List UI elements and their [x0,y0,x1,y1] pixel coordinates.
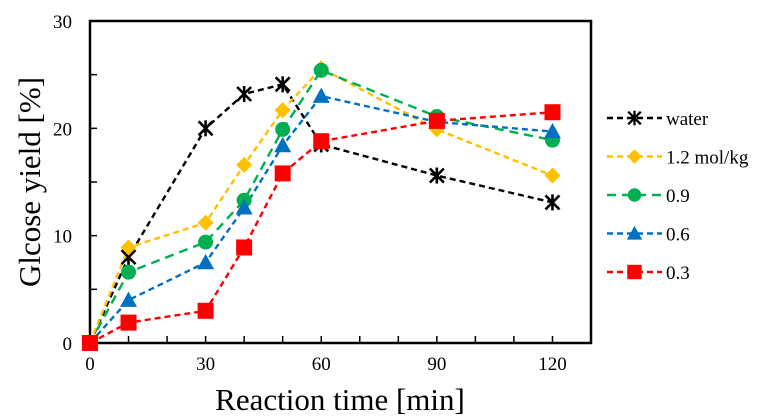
series-layer [88,66,553,345]
data-point [544,104,561,121]
data-point [544,194,561,211]
data-point [197,120,214,137]
data-point [274,165,291,182]
legend-label: 0.3 [666,263,690,284]
data-point [82,335,98,351]
data-point [274,76,291,93]
legend-item: 0.3 [607,263,690,284]
y-tick-label: 0 [63,334,73,355]
markers-layer [81,60,561,351]
series-line-3 [89,94,553,344]
series-line-0 [88,82,553,344]
data-point [428,112,445,129]
x-tick-label: 30 [196,354,215,375]
data-point [120,239,137,256]
legend-label: water [666,109,709,130]
data-point [120,314,137,331]
data-point [275,121,291,137]
series-markers-2 [82,62,560,351]
x-tick-label: 120 [538,354,567,375]
legend-item: 1.2 mol/kg [607,148,749,169]
y-tick-label: 10 [53,227,72,248]
x-tick-label: 0 [85,354,95,375]
legend-label: 1.2 mol/kg [666,148,749,169]
data-point [543,123,561,139]
data-point [236,239,253,256]
legend-item: 0.9 [607,186,690,207]
x-axis-title: Reaction time [min] [215,382,465,417]
series-line-2 [88,68,553,344]
data-point [197,302,214,319]
data-point [235,199,253,215]
data-point [121,264,137,280]
data-point [544,167,561,184]
data-point [313,133,330,150]
legend-marker [627,149,642,164]
legend-label: 0.9 [666,186,690,207]
x-tick-label: 60 [312,354,331,375]
data-point [313,62,329,78]
data-point [198,234,214,250]
y-tick-label: 30 [53,12,72,33]
y-axis-title: Glcose yield [%] [12,77,47,287]
legend-label: 0.6 [666,225,690,246]
data-point [197,214,214,231]
x-tick-label: 90 [427,354,446,375]
data-point [312,87,330,103]
y-tick-label: 20 [53,119,72,140]
data-point [236,85,253,102]
series-markers-4 [82,104,561,351]
data-point [274,102,291,119]
legend-item: 0.6 [607,225,690,246]
plot-frame [88,19,593,345]
series-markers-3 [81,87,561,350]
legend-item: water [607,109,709,130]
legend-marker [627,264,642,280]
data-point [274,137,292,153]
data-point [236,156,253,173]
legend-marker [626,225,643,240]
legend-marker [627,188,642,202]
data-point [428,167,445,184]
legend-marker [627,110,642,126]
ticks-layer: 0 30 60 90 120 0 10 20 30 [53,12,592,375]
series-markers-1 [82,60,561,351]
legend: water 1.2 mol/kg 0.9 0.6 0.3 [607,109,749,284]
data-point [120,291,138,307]
data-point [197,254,215,270]
